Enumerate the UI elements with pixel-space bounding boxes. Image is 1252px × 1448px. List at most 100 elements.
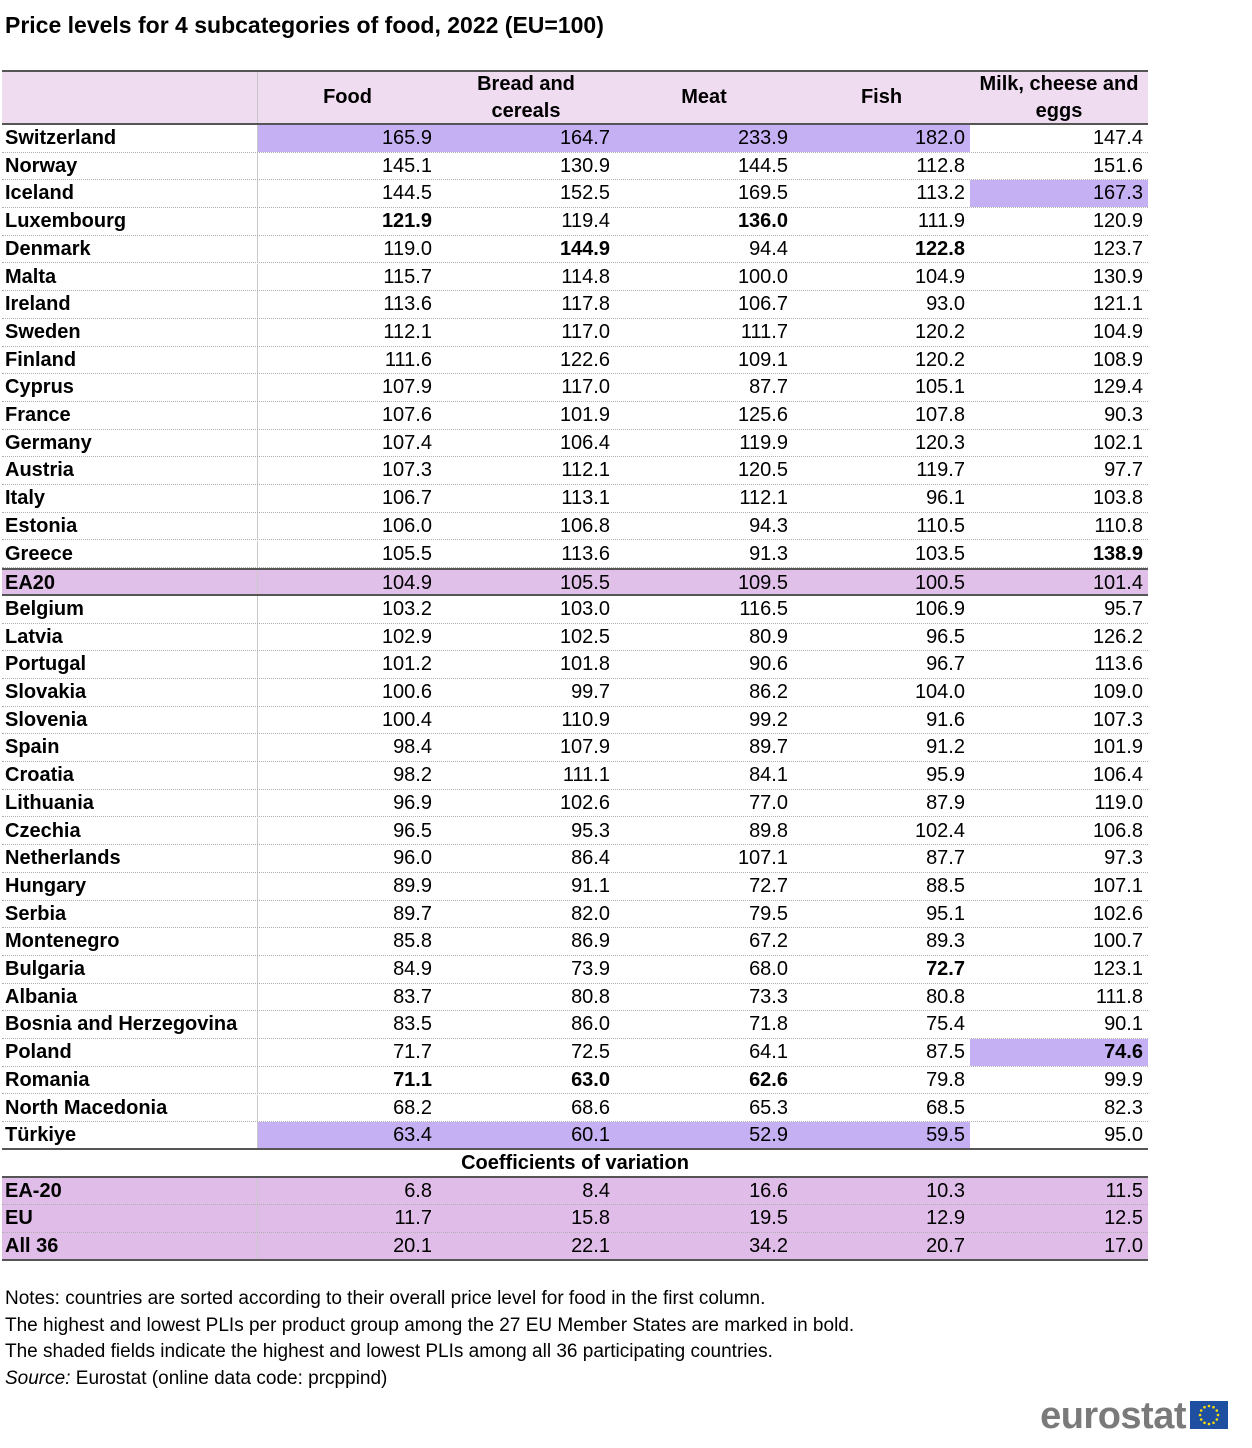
row-label: Belgium [2, 595, 258, 623]
cell-value: 233.9 [615, 125, 793, 152]
cell-value: 12.5 [1104, 1207, 1143, 1230]
row-label: Switzerland [2, 125, 258, 152]
cell-value: 106.7 [737, 293, 788, 316]
cell-value: 87.7 [749, 376, 788, 399]
cell-value: 68.2 [393, 1096, 432, 1119]
cell-value: 167.3 [970, 180, 1148, 208]
cell-value: 120.3 [914, 431, 965, 454]
cell-value: 103.0 [559, 597, 610, 620]
cell-value: 11.7 [394, 1207, 432, 1230]
cell-value: 107.6 [381, 404, 432, 426]
cell-value: 106.0 [381, 514, 432, 537]
cell-value: 97.7 [1104, 459, 1143, 482]
header-cell: Milk, cheese and eggs [970, 72, 1148, 123]
cell-value: 96.5 [926, 625, 965, 648]
cell-value: 130.9 [1092, 265, 1143, 288]
logo: eurostat [1040, 1395, 1186, 1437]
cell-value: 109.5 [737, 572, 788, 595]
row-label: Bosnia and Herzegovina [2, 1011, 258, 1039]
note: The shaded fields indicate the highest a… [5, 1341, 773, 1362]
header-label: Food [323, 86, 372, 108]
cell-value: 136.0 [737, 210, 788, 233]
cell-value: 101.4 [1092, 572, 1143, 595]
cell-value: 83.5 [393, 1013, 432, 1036]
cell-value: 52.9 [615, 1122, 793, 1148]
cell-value: 63.0 [571, 1068, 610, 1091]
cell-value: 91.2 [926, 736, 965, 759]
table-row: Albania 83.7 80.8 73.3 80.8 111.8 [2, 983, 1148, 1012]
cell-value: 119.9 [739, 431, 788, 454]
cell-value: 90.1 [1104, 1013, 1143, 1036]
cell-value: 74.6 [970, 1039, 1148, 1066]
cell-value: 122.6 [559, 348, 610, 371]
cell-value: 95.7 [1104, 597, 1143, 620]
row-label: Slovenia [2, 706, 258, 734]
cell-value: 111.9 [917, 210, 965, 233]
cell-value: 94.3 [749, 514, 788, 537]
table-row: Croatia 98.2 111.1 84.1 95.9 106.4 [2, 762, 1148, 790]
cell-value: 80.8 [571, 985, 610, 1008]
cell-value: 34.2 [749, 1235, 788, 1257]
row-label: Portugal [2, 651, 258, 678]
cell-value: 91.6 [926, 708, 965, 731]
cell-value: 79.5 [749, 902, 788, 925]
cell-value: 113.2 [916, 182, 965, 205]
header-label: Fish [860, 86, 903, 108]
cell-value: 144.5 [737, 154, 788, 177]
cell-value: 93.0 [926, 293, 965, 316]
cell-value: 85.8 [393, 930, 432, 953]
header-row: Food Bread and cereals Meat Fish Milk, chees… [2, 70, 1148, 125]
cell-value: 89.3 [926, 930, 965, 953]
cell-value: 99.7 [571, 681, 610, 703]
cell-value: 60.1 [437, 1122, 615, 1148]
cell-value: 106.4 [1092, 764, 1143, 787]
table-row: Portugal 101.2 101.8 90.6 96.7 113.6 [2, 651, 1148, 679]
cell-value: 101.8 [559, 653, 610, 676]
header-cell: Fish [793, 72, 970, 123]
cell-value: 120.5 [737, 459, 788, 482]
cell-value: 80.9 [749, 625, 788, 648]
cell-value: 11.5 [1105, 1179, 1143, 1202]
table-row: Türkiye 63.4 60.1 52.9 59.5 95.0 [2, 1122, 1148, 1150]
row-label: Cyprus [2, 374, 258, 401]
cell-value: 151.6 [1092, 154, 1143, 177]
table-row: Bulgaria 84.9 73.9 68.0 72.7 123.1 [2, 956, 1148, 984]
row-label: Romania [2, 1066, 258, 1094]
cell-value: 8.4 [582, 1179, 610, 1202]
cell-value: 106.9 [914, 597, 965, 620]
cell-value: 68.0 [749, 958, 788, 980]
cell-value: 114.8 [561, 265, 610, 288]
cell-value: 122.8 [914, 237, 965, 260]
cell-value: 103.5 [914, 542, 965, 565]
table-row: EA20 104.9 105.5 109.5 100.5 101.4 [2, 568, 1148, 596]
row-label: Norway [2, 152, 258, 180]
row-label: Estonia [2, 512, 258, 540]
cell-value: 95.1 [926, 902, 965, 925]
table-row: Iceland 144.5 152.5 169.5 113.2 167.3 [2, 180, 1148, 209]
row-label: Poland [2, 1039, 258, 1066]
table-row: Spain 98.4 107.9 89.7 91.2 101.9 [2, 734, 1148, 763]
table-row: Netherlands 96.0 86.4 107.1 87.7 97.3 [2, 845, 1148, 873]
cell-value: 6.8 [404, 1179, 432, 1202]
row-label: Netherlands [2, 845, 258, 872]
cell-value: 102.6 [1092, 902, 1143, 925]
cell-value: 63.4 [258, 1122, 437, 1148]
table-row: Estonia 106.0 106.8 94.3 110.5 110.8 [2, 512, 1148, 541]
cell-value: 82.3 [1104, 1096, 1143, 1119]
source-text: Eurostat (online data code: prcppind) [75, 1368, 388, 1389]
cell-value: 120.2 [914, 320, 965, 343]
cell-value: 89.7 [749, 736, 788, 759]
cell-value: 59.5 [793, 1122, 970, 1148]
cell-value: 107.8 [914, 404, 965, 426]
cell-value: 106.7 [381, 487, 432, 510]
row-label: All 36 [2, 1233, 258, 1259]
table-row: Sweden 112.1 117.0 111.7 120.2 104.9 [2, 318, 1148, 347]
cell-value: 100.4 [381, 708, 432, 731]
cell-value: 17.0 [1104, 1235, 1143, 1257]
row-label: Türkiye [2, 1122, 258, 1148]
row-label: Iceland [2, 180, 258, 208]
cell-value: 113.6 [561, 542, 610, 565]
row-label: Finland [2, 346, 258, 374]
header-label: Milk, cheese and eggs [979, 72, 1139, 122]
table-row: Slovakia 100.6 99.7 86.2 104.0 109.0 [2, 679, 1148, 707]
